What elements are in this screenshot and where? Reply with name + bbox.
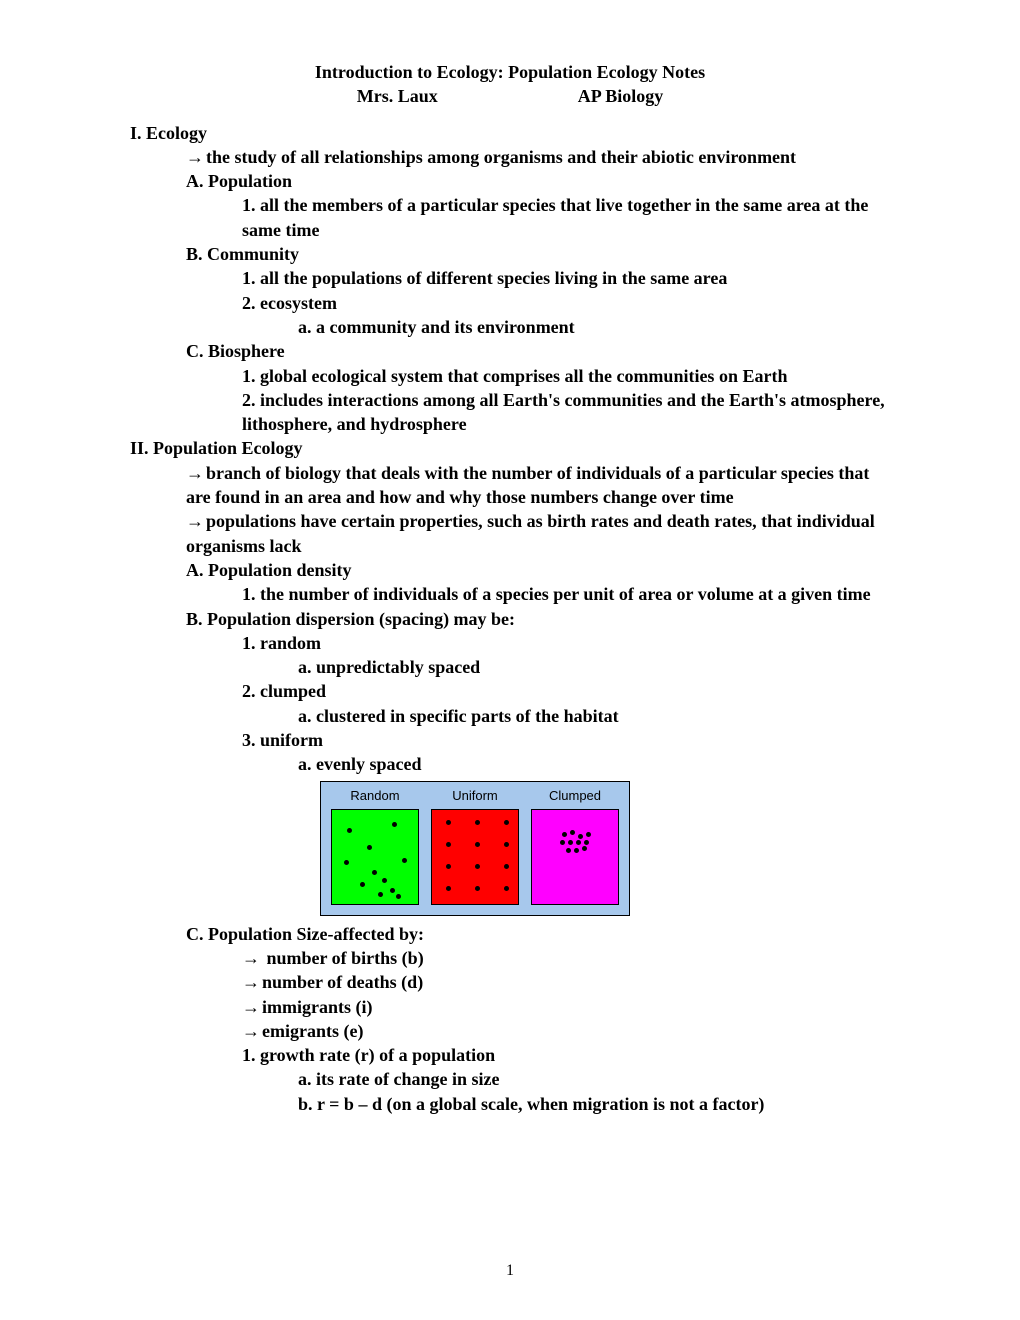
section-IIC-births: number of births (b) (242, 946, 890, 970)
diagram-box (431, 809, 519, 905)
section-IIC-immigrants: immigrants (i) (242, 995, 890, 1019)
section-IIB-3a: a. evenly spaced (298, 752, 890, 776)
diagram-dot (475, 886, 480, 891)
diagram-dot (584, 840, 589, 845)
course-name: AP Biology (578, 84, 664, 108)
diagram-dot (570, 830, 575, 835)
diagram-dot (378, 892, 383, 897)
section-II-heading: II. Population Ecology (130, 436, 890, 460)
section-IIB-1a: a. unpredictably spaced (298, 655, 890, 679)
section-IB-1: 1. all the populations of different spec… (242, 266, 890, 290)
section-II-def2: populations have certain properties, suc… (186, 509, 890, 558)
section-IIB-3: 3. uniform (242, 728, 890, 752)
diagram-panel-random: Random (331, 787, 419, 905)
diagram-dot (566, 848, 571, 853)
section-IB-heading: B. Community (186, 242, 890, 266)
diagram-dot (372, 870, 377, 875)
diagram-dot (446, 842, 451, 847)
diagram-dot (574, 848, 579, 853)
section-IB-2: 2. ecosystem (242, 291, 890, 315)
diagram-dot (475, 820, 480, 825)
subtitle-row: Mrs. Laux AP Biology (130, 84, 890, 108)
diagram-dot (367, 845, 372, 850)
section-IIB-heading: B. Population dispersion (spacing) may b… (186, 607, 890, 631)
diagram-dot (568, 840, 573, 845)
diagram-box (531, 809, 619, 905)
dispersion-diagram: Random Uniform Clumped (320, 781, 630, 916)
section-IIC-1a: a. its rate of change in size (298, 1067, 890, 1091)
section-IC-heading: C. Biosphere (186, 339, 890, 363)
diagram-dot (562, 832, 567, 837)
section-IIB-1: 1. random (242, 631, 890, 655)
section-IA-heading: A. Population (186, 169, 890, 193)
title-block: Introduction to Ecology: Population Ecol… (130, 60, 890, 109)
diagram-dot (578, 834, 583, 839)
diagram-panel-uniform: Uniform (431, 787, 519, 905)
diagram-dot (586, 832, 591, 837)
diagram-dot (396, 894, 401, 899)
section-IC-1: 1. global ecological system that compris… (242, 364, 890, 388)
diagram-dot (392, 822, 397, 827)
diagram-dot (446, 886, 451, 891)
section-IIB-2: 2. clumped (242, 679, 890, 703)
section-IIC-emigrants: emigrants (e) (242, 1019, 890, 1043)
notes-content: I. Ecology the study of all relationship… (130, 121, 890, 1116)
section-IIA-heading: A. Population density (186, 558, 890, 582)
diagram-dot (504, 842, 509, 847)
dispersion-diagram-wrap: Random Uniform Clumped (320, 781, 890, 916)
section-IIC-deaths: number of deaths (d) (242, 970, 890, 994)
diagram-label: Random (350, 787, 399, 805)
section-IIB-2a: a. clustered in specific parts of the ha… (298, 704, 890, 728)
diagram-label: Uniform (452, 787, 498, 805)
section-I-def: the study of all relationships among org… (186, 145, 890, 169)
diagram-dot (446, 820, 451, 825)
document-page: Introduction to Ecology: Population Ecol… (0, 0, 1020, 1320)
diagram-dot (560, 840, 565, 845)
diagram-dot (390, 888, 395, 893)
diagram-dot (504, 820, 509, 825)
diagram-dot (504, 864, 509, 869)
section-II-def1: branch of biology that deals with the nu… (186, 461, 890, 510)
diagram-dot (347, 828, 352, 833)
diagram-label: Clumped (549, 787, 601, 805)
section-IA-1: 1. all the members of a particular speci… (242, 193, 890, 242)
section-I-heading: I. Ecology (130, 121, 890, 145)
diagram-dot (382, 878, 387, 883)
page-number: 1 (0, 1262, 1020, 1280)
diagram-dot (475, 864, 480, 869)
diagram-dot (402, 858, 407, 863)
diagram-dot (446, 864, 451, 869)
document-title: Introduction to Ecology: Population Ecol… (130, 60, 890, 84)
section-IIC-1: 1. growth rate (r) of a population (242, 1043, 890, 1067)
diagram-dot (576, 840, 581, 845)
diagram-dot (344, 860, 349, 865)
diagram-box (331, 809, 419, 905)
diagram-dot (475, 842, 480, 847)
diagram-dot (582, 846, 587, 851)
section-IB-2a: a. a community and its environment (298, 315, 890, 339)
section-IC-2: 2. includes interactions among all Earth… (242, 388, 890, 437)
section-IIA-1: 1. the number of individuals of a specie… (242, 582, 890, 606)
diagram-dot (504, 886, 509, 891)
diagram-panel-clumped: Clumped (531, 787, 619, 905)
diagram-dot (360, 882, 365, 887)
section-IIC-1b: b. r = b – d (on a global scale, when mi… (298, 1092, 890, 1116)
teacher-name: Mrs. Laux (357, 84, 438, 108)
section-IIC-heading: C. Population Size-affected by: (186, 922, 890, 946)
